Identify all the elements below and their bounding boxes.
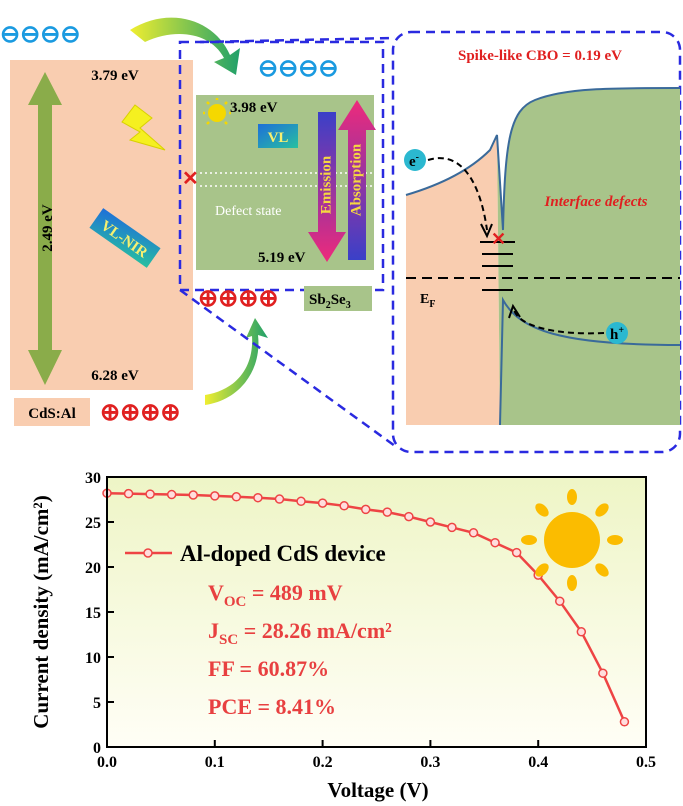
vl-label: VL (268, 130, 289, 146)
legend-marker (144, 549, 152, 557)
data-point (599, 669, 607, 677)
red-cross: ✕ (182, 168, 199, 190)
y-tick-label: 20 (85, 560, 101, 577)
sb2se3-holes: ⊕⊕⊕⊕ (198, 286, 278, 312)
data-point (125, 490, 133, 498)
emission-label: Emission (318, 155, 334, 214)
defect-label: Defect state (215, 204, 281, 219)
annotation-sub: OC (224, 594, 247, 610)
data-point (426, 518, 434, 526)
data-point (448, 523, 456, 531)
x-tick-label: 0.1 (205, 754, 225, 771)
y-tick-label: 0 (93, 740, 101, 757)
data-point (340, 502, 348, 510)
data-point (168, 491, 176, 499)
y-tick-label: 25 (85, 515, 101, 532)
data-point (275, 495, 283, 503)
cds-vb: 6.28 eV (91, 368, 139, 384)
data-point (211, 492, 219, 500)
data-point (513, 549, 521, 557)
data-point (146, 490, 154, 498)
sb2se3-electrons: ⊖⊖⊖⊖ (258, 56, 338, 82)
data-point (254, 494, 262, 502)
x-tick-label: 0.3 (420, 754, 440, 771)
data-point (577, 628, 585, 636)
data-point (620, 718, 628, 726)
y-tick-label: 10 (85, 650, 101, 667)
data-point (232, 493, 240, 501)
y-tick-label: 15 (85, 605, 101, 622)
annotation: FF = 60.87% (208, 656, 329, 681)
y-tick-label: 5 (93, 695, 101, 712)
annotation-main: PCE = 8.41% (208, 694, 336, 719)
annotation-main: J (208, 618, 219, 643)
hole-sup: + (618, 325, 624, 336)
cds-cb: 3.79 eV (91, 68, 139, 84)
x-tick-label: 0.5 (636, 754, 656, 771)
interface-defects: Interface defects (544, 194, 648, 210)
name-part: 3 (346, 300, 351, 311)
fermi-sub: F (429, 299, 435, 310)
data-point (189, 491, 197, 499)
sb2se3-vb: 5.19 eV (258, 250, 306, 266)
absorption-label: Absorption (348, 143, 364, 216)
data-point (297, 497, 305, 505)
fermi-main: E (420, 292, 429, 307)
name-part: Sb (309, 292, 326, 308)
annotation-sub: SC (219, 632, 238, 648)
cds-electrons: ⊖⊖⊖⊖ (0, 22, 80, 48)
x-axis-title: Voltage (V) (327, 778, 428, 802)
cds-holes: ⊕⊕⊕⊕ (100, 400, 180, 426)
y-tick-label: 30 (85, 470, 101, 487)
trap-cross: ✕ (491, 229, 506, 249)
electron-sup: - (416, 152, 419, 163)
cds-name: CdS:Al (28, 406, 76, 422)
name-part: Se (331, 292, 346, 308)
data-point (470, 529, 478, 537)
zoom-line (180, 290, 395, 446)
x-tick-label: 0.4 (528, 754, 548, 771)
gap-label: 2.49 eV (40, 204, 56, 252)
hole-flow-arrow (205, 318, 268, 405)
annotation-rest: = 489 mV (246, 580, 342, 605)
data-point (319, 499, 327, 507)
data-point (556, 597, 564, 605)
annotation-main: V (208, 580, 224, 605)
data-point (405, 513, 413, 521)
interface-title: Spike-like CBO = 0.19 eV (458, 48, 622, 64)
data-point (362, 505, 370, 513)
annotation-rest: = 28.26 mA/cm² (238, 618, 392, 643)
y-axis-title: Current density (mA/cm²) (29, 495, 53, 728)
annotation-main: FF = 60.87% (208, 656, 329, 681)
sun-small (208, 104, 226, 122)
sb-region (497, 88, 680, 425)
data-point (383, 508, 391, 516)
figure: 2.49 eV 3.79 eV 6.28 eV VL-NIR CdS:Al ⊕⊕… (0, 0, 683, 806)
annotation: PCE = 8.41% (208, 694, 336, 719)
data-point (491, 539, 499, 547)
x-tick-label: 0.2 (313, 754, 333, 771)
sb2se3-cb: 3.98 eV (230, 100, 278, 116)
legend-label: Al-doped CdS device (180, 541, 386, 566)
